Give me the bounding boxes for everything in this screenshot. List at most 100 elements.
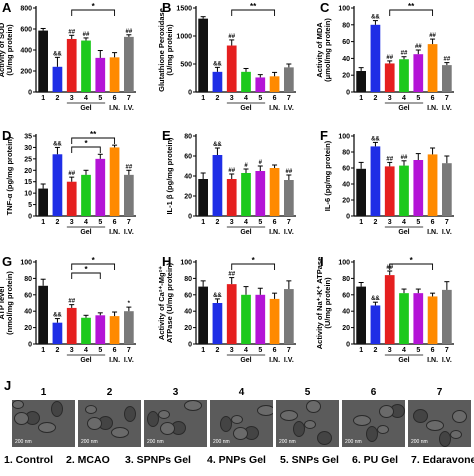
significance-mark: && [371,136,380,142]
x-tick-label: 6 [273,95,277,102]
bar-3 [66,307,77,344]
bar-5 [255,294,266,344]
significance-label: * [92,256,96,265]
group-label: Gel [80,105,91,112]
y-axis-label: (μmol/mg protein) [323,18,332,82]
bar-4 [399,165,409,216]
x-tick-label: 5 [98,219,102,226]
significance-mark: ## [286,169,293,175]
scale-bar-label: 200 nm [81,439,98,445]
organelle-shape [184,400,202,411]
group-label: Gel [80,357,91,364]
significance-bracket [71,9,116,16]
significance-bracket [231,263,276,270]
panel-b: B 0 500 1000 1500 Glutathione Peroxidase (U/mg… [157,0,296,112]
significance-label: * [92,2,96,11]
significance-label: * [252,256,256,265]
y-tick-label: 0 [188,342,192,349]
group-label: I.N. [109,357,120,364]
scale-bar-label: 200 nm [147,439,164,445]
y-tick-label: 0 [28,342,32,349]
significance-mark: ## [401,51,408,57]
y-tick-label: 60 [184,292,192,299]
y-tick-label: 40 [342,56,350,63]
y-axis-label: Glutathione Peroxidase [157,8,166,92]
significance-mark: && [53,313,62,319]
legend-item-control: 1. Control [4,454,53,466]
group-label: I.V. [442,229,452,236]
tem-image-4: 200 nm [210,400,273,447]
x-tick-label: 3 [388,347,392,354]
legend-item-pnps-gel: 4. PNPs Gel [207,454,266,466]
bar-6 [109,316,120,344]
significance-bracket [71,146,101,153]
bar-4 [399,59,409,92]
bar-7 [442,65,452,92]
x-tick-label: 2 [373,347,377,354]
x-tick-label: 5 [258,219,262,226]
y-tick-label: 10 [24,191,32,198]
bar-7 [442,163,452,216]
bar-3 [384,63,395,92]
bar-3 [66,38,77,92]
group-label: I.N. [109,105,120,112]
organelle-shape [413,409,428,423]
x-tick-label: 6 [113,347,117,354]
tem-image-3: 200 nm [144,400,207,447]
y-tick-label: 20 [24,168,32,175]
organelle-shape [317,431,332,445]
bar-6 [269,76,280,92]
y-tick-label: 40 [342,309,350,316]
significance-mark: ## [386,156,393,162]
significance-bracket [231,9,276,16]
bar-6 [109,147,120,216]
significance-mark: && [213,293,222,299]
group-label: Gel [240,229,251,236]
group-label: I.V. [124,229,134,236]
y-axis-label: Activity of SOD [0,22,6,77]
scale-bar-label: 200 nm [279,439,296,445]
y-axis-label: IL-1 β (pg/mg protein) [165,137,174,215]
significance-mark: * [128,301,131,307]
bar-3 [384,166,395,216]
panel-label-b: B [162,0,171,15]
y-tick-label: 0 [188,214,192,221]
x-tick-label: 7 [127,219,131,226]
x-tick-label: 7 [287,219,291,226]
significance-mark: ## [429,33,436,39]
bar-7 [124,311,134,344]
x-tick-label: 1 [41,219,45,226]
bar-4 [399,293,409,344]
tem-image-6: 200 nm [342,400,405,447]
organelle-shape [85,405,97,414]
significance-mark: && [213,61,222,67]
panel-label-i: I [320,254,324,269]
y-axis-label: TNF-α (pg/mg protein) [5,136,14,215]
tem-number-1: 1 [40,387,47,398]
x-tick-label: 3 [230,95,234,102]
x-tick-label: 4 [402,95,406,102]
panel-label-e: E [162,128,171,143]
significance-mark: ## [386,55,393,61]
tem-number-2: 2 [106,387,113,398]
y-tick-label: 60 [342,166,350,173]
x-tick-label: 6 [431,95,435,102]
bar-5 [95,158,106,216]
significance-bracket [71,272,101,279]
bar-3 [66,181,77,216]
y-tick-label: 20 [342,73,350,80]
bar-5 [413,54,424,92]
x-tick-label: 4 [84,347,88,354]
x-tick-label: 5 [258,95,262,102]
x-tick-label: 6 [431,347,435,354]
scale-bar-label: 200 nm [345,439,362,445]
group-label: I.V. [442,105,452,112]
bar-2 [212,155,223,216]
significance-mark: ## [415,44,422,50]
group-label: I.V. [442,357,452,364]
bar-5 [95,315,106,344]
bar-3 [226,179,237,216]
y-axis-label: Activity of Na⁺-K⁺ ATPase [315,257,324,350]
tem-number-7: 7 [436,387,443,398]
